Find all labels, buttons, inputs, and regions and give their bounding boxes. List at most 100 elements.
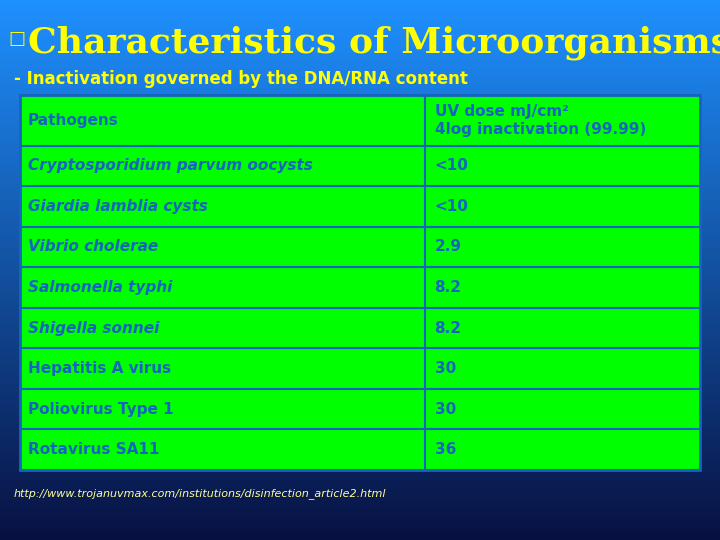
Bar [0, 205, 720, 208]
Bar [0, 16, 720, 19]
Bar [0, 338, 720, 340]
Text: Rotavirus SA11: Rotavirus SA11 [28, 442, 159, 457]
Bar [0, 410, 720, 413]
Bar [0, 151, 720, 154]
Bar [0, 232, 720, 235]
Bar [0, 383, 720, 386]
Bar [0, 251, 720, 254]
Bar [0, 346, 720, 348]
Bar [0, 186, 720, 189]
Bar [0, 243, 720, 246]
Bar [0, 532, 720, 535]
Bar [0, 167, 720, 170]
Bar [0, 421, 720, 424]
Text: UV dose mJ/cm²
4log inactivation (99.99): UV dose mJ/cm² 4log inactivation (99.99) [435, 104, 646, 137]
Bar [0, 178, 720, 181]
Bar [0, 59, 720, 62]
Bar [0, 462, 720, 464]
Bar [0, 27, 720, 30]
Bar [0, 62, 720, 65]
Bar [0, 386, 720, 389]
Bar [0, 424, 720, 427]
Bar [0, 429, 720, 432]
Bar [0, 5, 720, 8]
Bar [0, 54, 720, 57]
Bar [0, 310, 720, 313]
Bar [0, 367, 720, 370]
Text: - Inactivation governed by the DNA/RNA content: - Inactivation governed by the DNA/RNA c… [14, 70, 468, 88]
Bar [0, 105, 720, 108]
Bar [0, 3, 720, 5]
Bar [0, 508, 720, 510]
Bar [0, 413, 720, 416]
Bar [0, 400, 720, 402]
Bar [0, 332, 720, 335]
Bar [0, 127, 720, 130]
Bar [0, 176, 720, 178]
Bar [0, 84, 720, 86]
Bar [0, 500, 720, 502]
Bar [0, 240, 720, 243]
Bar [0, 43, 720, 46]
Bar [0, 154, 720, 157]
Bar [0, 373, 720, 375]
Bar [0, 427, 720, 429]
Bar [0, 294, 720, 297]
Bar [0, 281, 720, 284]
Bar [0, 329, 720, 332]
Bar [0, 408, 720, 410]
Bar [0, 275, 720, 278]
Bar [0, 327, 720, 329]
Bar [0, 70, 720, 73]
Text: 30: 30 [435, 361, 456, 376]
Bar [0, 502, 720, 505]
Bar [0, 394, 720, 397]
Bar [0, 416, 720, 418]
Bar [0, 30, 720, 32]
Bar [0, 475, 720, 478]
Bar [0, 470, 720, 472]
Bar [0, 292, 720, 294]
Bar [0, 76, 720, 78]
Bar [0, 113, 720, 116]
Bar [0, 65, 720, 68]
Text: 8.2: 8.2 [435, 321, 462, 335]
Text: 36: 36 [435, 442, 456, 457]
Bar [0, 437, 720, 440]
Bar [0, 265, 720, 267]
Bar [0, 194, 720, 197]
Bar [0, 440, 720, 443]
Text: 8.2: 8.2 [435, 280, 462, 295]
Bar [0, 270, 720, 273]
Bar [0, 486, 720, 489]
Bar [0, 197, 720, 200]
Bar [0, 227, 720, 229]
Bar [0, 359, 720, 362]
Bar [0, 351, 720, 354]
Bar [0, 481, 720, 483]
Bar [0, 297, 720, 300]
Bar [0, 491, 720, 494]
Bar [0, 208, 720, 211]
Bar [0, 159, 720, 162]
Text: Characteristics of Microorganisms: Characteristics of Microorganisms [28, 25, 720, 59]
Bar [0, 248, 720, 251]
Bar [0, 459, 720, 462]
Bar [0, 14, 720, 16]
Bar [0, 192, 720, 194]
Bar [0, 235, 720, 238]
Bar [0, 316, 720, 319]
Bar [0, 513, 720, 516]
Bar [0, 535, 720, 537]
Bar [0, 286, 720, 289]
Bar [0, 51, 720, 54]
Bar [0, 140, 720, 143]
Bar [0, 362, 720, 364]
Text: Giardia lamblia cysts: Giardia lamblia cysts [28, 199, 208, 214]
Bar [0, 389, 720, 392]
Text: Hepatitis A virus: Hepatitis A virus [28, 361, 171, 376]
Bar [0, 451, 720, 454]
Bar [0, 200, 720, 202]
Bar [0, 284, 720, 286]
Bar [0, 267, 720, 270]
